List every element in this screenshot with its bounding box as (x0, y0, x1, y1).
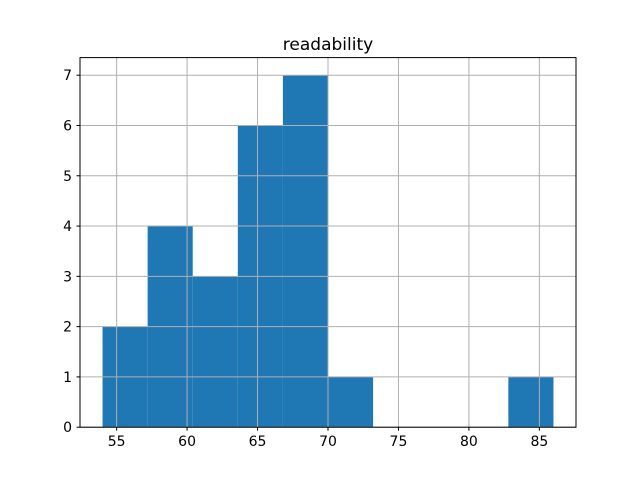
x-tick-label: 65 (249, 434, 267, 450)
y-tick-label: 4 (63, 219, 72, 235)
histogram-bar (328, 376, 374, 428)
x-tick-label: 85 (530, 434, 548, 450)
y-tick-label: 1 (63, 370, 72, 386)
histogram-bar (192, 276, 238, 428)
histogram-bar (508, 376, 554, 428)
x-tick-label: 75 (390, 434, 408, 450)
y-tick-label: 3 (63, 269, 72, 285)
y-tick-label: 2 (63, 320, 72, 336)
histogram-bar (282, 75, 328, 428)
y-tick-label: 6 (63, 118, 72, 134)
y-tick-label: 5 (63, 169, 72, 185)
y-tick-label: 7 (63, 68, 72, 84)
x-tick-label: 80 (460, 434, 478, 450)
x-tick-label: 60 (178, 434, 196, 450)
chart-title: readability (283, 35, 373, 55)
y-tick-label: 0 (63, 420, 72, 436)
x-tick-label: 70 (319, 434, 337, 450)
x-tick-label: 55 (108, 434, 126, 450)
